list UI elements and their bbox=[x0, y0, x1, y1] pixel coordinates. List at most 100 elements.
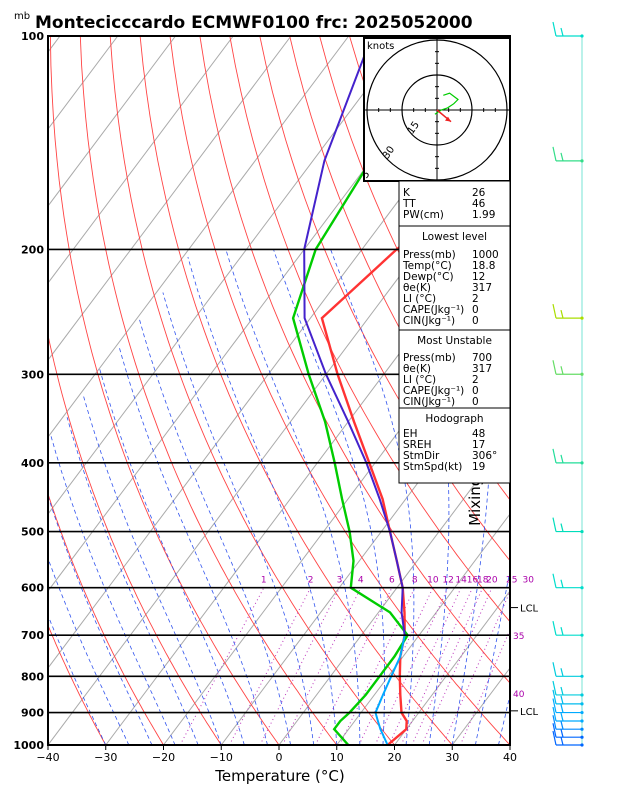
y-tick-label: 700 bbox=[21, 629, 44, 642]
indices-panel: K 26 TT 46 PW(cm) 1.99 Lowest level Press(mb) 10… bbox=[398, 180, 511, 484]
lowest-level-label: Press(mb) bbox=[403, 249, 456, 261]
moist-adiabat bbox=[475, 568, 510, 745]
pressure-unit-label: mb bbox=[14, 11, 30, 22]
mixing-ratio-line bbox=[411, 587, 484, 745]
lowest-level-value: 0 bbox=[472, 304, 479, 316]
mixing-ratio-label: 3 bbox=[337, 576, 343, 586]
mixing-ratio-line bbox=[421, 587, 493, 745]
isotherm bbox=[48, 36, 234, 284]
moist-adiabat bbox=[66, 417, 199, 745]
isotherm bbox=[336, 513, 510, 745]
y-tick-label: 100 bbox=[21, 30, 44, 43]
most-unstable-value: 317 bbox=[472, 363, 492, 375]
storm-motion-arrowhead bbox=[445, 116, 451, 122]
mixing-ratio-line bbox=[442, 590, 510, 745]
indices-section-title: Lowest level bbox=[422, 231, 487, 243]
mixing-ratio-line bbox=[388, 587, 462, 745]
mixing-ratio-line bbox=[228, 587, 312, 745]
hodograph-index-value: 306° bbox=[472, 450, 497, 462]
y-tick-label: 900 bbox=[21, 707, 44, 720]
dry-adiabat bbox=[48, 624, 107, 745]
dry-adiabat bbox=[589, 36, 618, 745]
x-tick-label: −10 bbox=[210, 751, 233, 764]
mixing-ratio-label: 25 bbox=[506, 576, 517, 586]
most-unstable-label: LI (°C) bbox=[403, 374, 436, 386]
moist-adiabat bbox=[498, 693, 510, 745]
wind-barb bbox=[552, 304, 584, 320]
most-unstable-label: Press(mb) bbox=[403, 352, 456, 364]
dry-adiabat bbox=[229, 36, 510, 623]
isotherm bbox=[48, 36, 119, 130]
stability-index-value: 1.99 bbox=[472, 209, 495, 221]
hodograph-index-label: SREH bbox=[403, 439, 432, 451]
mixing-ratio-label: 4 bbox=[358, 576, 364, 586]
chart-title: Montecicccardo ECMWF0100 frc: 2025052000 bbox=[35, 13, 473, 33]
lowest-level-value: 1000 bbox=[472, 249, 499, 261]
stability-index-value: 26 bbox=[472, 187, 486, 199]
dry-adiabat bbox=[79, 36, 338, 745]
wind-barb bbox=[552, 689, 584, 706]
hodograph-trace bbox=[434, 92, 459, 115]
moist-adiabat bbox=[451, 249, 492, 745]
indices-section-title: Hodograph bbox=[425, 413, 483, 425]
mixing-ratio-line bbox=[179, 587, 265, 745]
indices-box bbox=[398, 407, 511, 484]
most-unstable-value: 700 bbox=[472, 352, 492, 364]
x-tick-label: 10 bbox=[330, 751, 344, 764]
most-unstable-label: CIN(Jkg⁻¹) bbox=[403, 396, 455, 408]
wind-barb bbox=[552, 360, 584, 376]
x-tick-label: −20 bbox=[152, 751, 175, 764]
y-tick-label: 800 bbox=[21, 670, 44, 683]
wind-barb bbox=[552, 662, 584, 678]
wind-barb bbox=[552, 573, 584, 590]
wind-barb bbox=[552, 706, 584, 723]
most-unstable-value: 0 bbox=[472, 396, 479, 408]
wind-barb bbox=[552, 730, 584, 747]
x-tick-label: −30 bbox=[94, 751, 117, 764]
lowest-level-label: CAPE(Jkg⁻¹) bbox=[403, 304, 464, 316]
y-tick-label: 500 bbox=[21, 526, 44, 539]
hodograph-title: knots bbox=[367, 41, 394, 52]
theta-e-label: 40 bbox=[513, 690, 525, 700]
surface-parcel-line bbox=[374, 634, 406, 745]
mixing-ratio-line bbox=[315, 587, 393, 745]
dry-adiabat bbox=[48, 333, 222, 745]
moist-adiabat bbox=[273, 249, 386, 745]
lowest-level-label: CIN(Jkg⁻¹) bbox=[403, 315, 455, 327]
lowest-level-value: 18.8 bbox=[472, 260, 495, 272]
mixing-ratio-label: 14 bbox=[455, 576, 467, 586]
lowest-level-label: Dewp(°C) bbox=[403, 271, 454, 283]
dry-adiabat bbox=[559, 36, 618, 745]
moist-adiabat bbox=[138, 317, 291, 745]
stability-index-label: PW(cm) bbox=[403, 209, 444, 221]
wind-barb bbox=[552, 715, 584, 731]
y-tick-label: 1000 bbox=[13, 739, 44, 752]
isotherm bbox=[278, 436, 510, 745]
indices-box bbox=[398, 180, 511, 227]
isotherm bbox=[48, 36, 176, 207]
moist-adiabat bbox=[225, 249, 361, 745]
moist-adiabat bbox=[48, 557, 130, 745]
moist-adiabat bbox=[118, 347, 268, 745]
most-unstable-label: CAPE(Jkg⁻¹) bbox=[403, 385, 464, 397]
dry-adiabat bbox=[49, 36, 280, 745]
x-tick-label: 20 bbox=[388, 751, 402, 764]
dry-adiabat bbox=[109, 36, 395, 745]
x-tick-label: 0 bbox=[276, 751, 283, 764]
mixing-ratio-label: 20 bbox=[486, 576, 498, 586]
x-axis: −40 −30 −20 −10 0 10 20 30 40 bbox=[36, 745, 517, 764]
lcl-label: LCL bbox=[520, 604, 539, 615]
wind-barb bbox=[552, 448, 584, 465]
isotherm bbox=[0, 36, 2, 745]
stability-index-value: 46 bbox=[472, 198, 486, 210]
stability-index-label: TT bbox=[402, 198, 416, 210]
lowest-level-value: 2 bbox=[472, 293, 479, 305]
mixing-ratio-label: 8 bbox=[412, 576, 418, 586]
hodograph-index-value: 17 bbox=[472, 439, 485, 451]
wind-barb bbox=[552, 21, 584, 38]
hodograph-index-value: 48 bbox=[472, 428, 485, 440]
mixing-ratio-label: 30 bbox=[522, 576, 534, 586]
dry-adiabat bbox=[48, 492, 164, 745]
hodograph-index-label: EH bbox=[403, 428, 418, 440]
